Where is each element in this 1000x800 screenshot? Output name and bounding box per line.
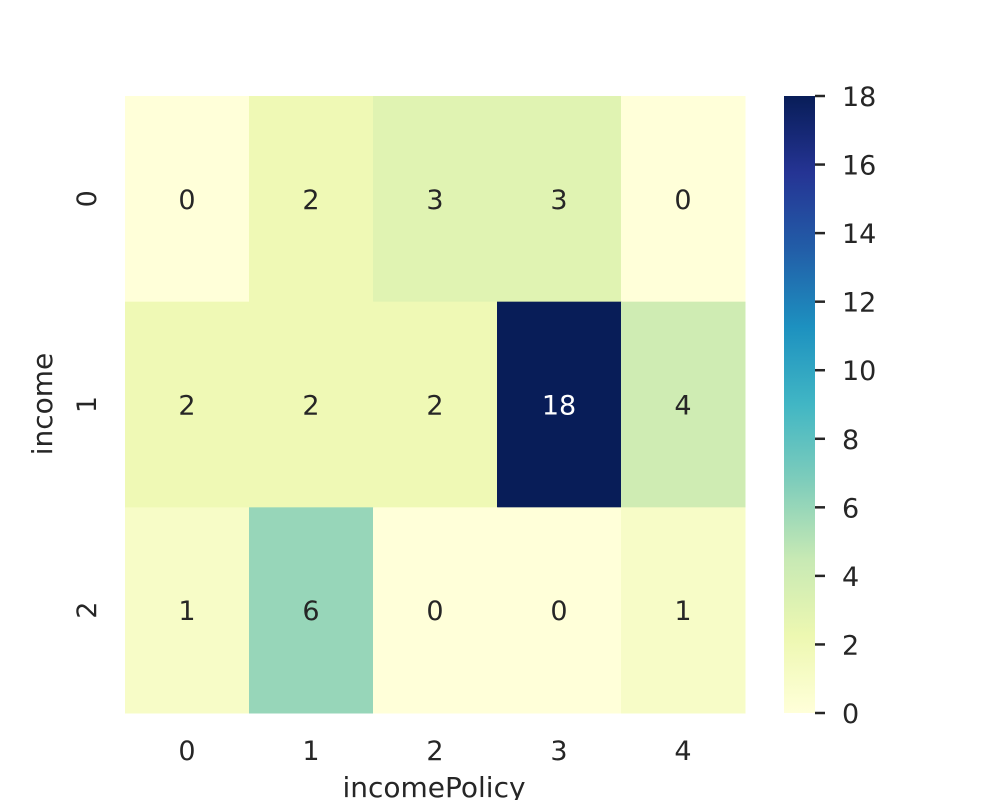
- colorbar-tick-label: 8: [842, 425, 859, 456]
- colorbar-ticks: 0 2 4 6 8 10 12 14 16 18: [815, 82, 876, 730]
- colorbar-tick-label: 18: [842, 82, 876, 113]
- x-tick-label: 2: [426, 736, 443, 767]
- x-axis-label: incomePolicy: [342, 771, 525, 800]
- heatmap-cell: [497, 301, 622, 508]
- colorbar-tick-label: 12: [842, 288, 876, 319]
- cell-annotation: 3: [426, 185, 443, 216]
- cell-annotation: 1: [674, 596, 691, 627]
- x-tick-label: 1: [302, 736, 319, 767]
- cell-annotation: 2: [302, 185, 319, 216]
- cell-annotation: 3: [550, 185, 567, 216]
- y-tick-label: 2: [72, 602, 103, 619]
- cell-annotation: 2: [302, 391, 319, 422]
- x-tick-label: 0: [178, 736, 195, 767]
- cell-annotation: 0: [674, 185, 691, 216]
- cell-annotation: 0: [426, 596, 443, 627]
- colorbar-tick-label: 4: [842, 562, 859, 593]
- cell-annotation: 2: [426, 391, 443, 422]
- cell-annotation: 2: [178, 391, 195, 422]
- colorbar-tick-label: 10: [842, 356, 876, 387]
- heatmap-cells: [125, 96, 746, 714]
- x-tick-label: 3: [550, 736, 567, 767]
- cell-annotation: 0: [178, 185, 195, 216]
- cell-annotations: 0 2 3 3 0 2 2 2 18 4 1 6 0 0 1: [178, 185, 691, 627]
- y-tick-labels: 0 1 2: [72, 190, 103, 619]
- y-axis-label: income: [26, 353, 59, 456]
- heatmap-cell: [125, 96, 250, 303]
- cell-annotation: 4: [674, 391, 691, 422]
- cell-annotation: 1: [178, 596, 195, 627]
- heatmap-cell: [373, 507, 498, 714]
- heatmap-cell: [249, 96, 374, 303]
- heatmap-cell: [497, 507, 622, 714]
- colorbar-tick-label: 2: [842, 630, 859, 661]
- heatmap-cell: [373, 301, 498, 508]
- colorbar-tick-label: 16: [842, 151, 876, 182]
- colorbar: [784, 96, 815, 713]
- colorbar-tick-label: 0: [842, 699, 859, 730]
- heatmap-cell: [621, 507, 746, 714]
- cell-annotation: 6: [302, 596, 319, 627]
- heatmap-cell: [125, 507, 250, 714]
- y-tick-label: 0: [72, 190, 103, 207]
- x-tick-labels: 0 1 2 3 4: [178, 736, 691, 767]
- y-tick-label: 1: [72, 396, 103, 413]
- colorbar-tick-label: 14: [842, 219, 876, 250]
- heatmap-cell: [621, 96, 746, 303]
- heatmap-cell: [621, 301, 746, 508]
- colorbar-tick-label: 6: [842, 493, 859, 524]
- heatmap-cell: [249, 301, 374, 508]
- heatmap-cell: [497, 96, 622, 303]
- heatmap-cell: [249, 507, 374, 714]
- cell-annotation: 0: [550, 596, 567, 627]
- cell-annotation: 18: [542, 391, 576, 422]
- heatmap-cell: [373, 96, 498, 303]
- x-tick-label: 4: [674, 736, 691, 767]
- heatmap-cell: [125, 301, 250, 508]
